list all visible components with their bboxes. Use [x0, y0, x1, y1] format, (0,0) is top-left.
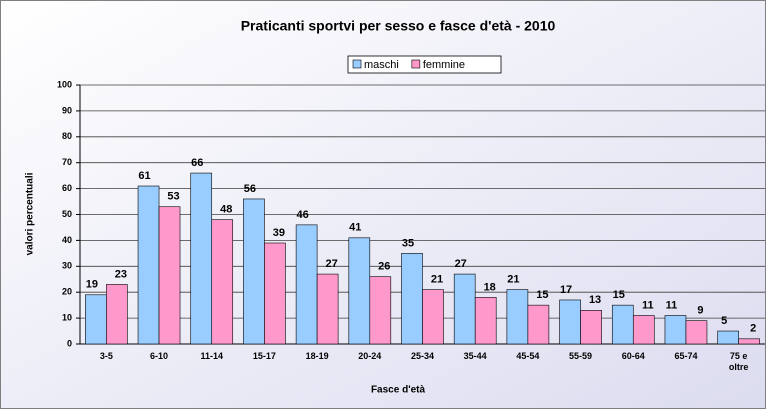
x-tick-label: 65-74 [674, 351, 698, 361]
x-tick-label: 25-34 [410, 351, 435, 361]
bar [316, 273, 339, 345]
data-label: 46 [296, 209, 308, 221]
bar [559, 299, 581, 345]
data-label: 21 [507, 274, 519, 286]
bar [190, 172, 213, 345]
y-tick-label: 80 [62, 131, 72, 141]
bar [348, 237, 371, 345]
data-label: 48 [220, 204, 232, 216]
x-tick-label: 75 e oltre [728, 351, 749, 372]
y-tick-label: 100 [57, 79, 72, 89]
data-label: 11 [666, 299, 678, 311]
bar [474, 297, 497, 345]
y-tick-label: 50 [62, 209, 72, 219]
data-label: 13 [589, 294, 601, 306]
legend-box [347, 55, 502, 74]
bar [369, 276, 392, 345]
bar [264, 242, 286, 345]
bar [580, 310, 602, 345]
data-label: 39 [273, 227, 285, 239]
legend-swatch [352, 59, 362, 69]
bar [243, 198, 265, 345]
bar [611, 304, 634, 345]
legend-swatch [411, 59, 421, 69]
x-tick-label: 15-17 [252, 351, 276, 361]
data-label: 27 [325, 258, 337, 270]
y-tick-label: 30 [62, 261, 72, 271]
x-tick-label: 35-44 [463, 351, 487, 361]
data-label: 61 [138, 170, 150, 182]
y-tick-label: 60 [62, 183, 72, 193]
data-label: 17 [560, 284, 572, 296]
y-tick-label: 40 [62, 235, 72, 245]
x-tick-label: 45-54 [516, 351, 540, 361]
data-label: 21 [431, 274, 443, 286]
data-label: 5 [721, 315, 727, 327]
x-tick-label: 11-14 [200, 351, 223, 361]
data-label: 19 [86, 279, 98, 291]
data-label: 15 [536, 289, 548, 301]
bar [106, 284, 128, 345]
bar [137, 185, 160, 345]
bar [506, 289, 529, 345]
data-label: 15 [613, 289, 625, 301]
bar [527, 304, 550, 345]
bar [738, 338, 760, 345]
legend-label: maschi [364, 59, 399, 71]
data-label: 56 [244, 183, 256, 195]
data-label: 9 [697, 305, 703, 317]
bar [685, 320, 708, 345]
data-label: 18 [484, 281, 496, 293]
data-label: 53 [167, 191, 179, 203]
bar [295, 224, 318, 345]
bar [211, 219, 234, 345]
bar [401, 253, 423, 345]
y-tick-label: 20 [62, 287, 72, 297]
data-label: 2 [750, 323, 756, 335]
chart-title: Praticanti sportvi per sesso e fasce d'e… [241, 18, 556, 34]
x-tick-label: 3-5 [99, 351, 113, 361]
bar [453, 273, 476, 345]
x-tick-label: 18-19 [305, 351, 329, 361]
x-tick-label: 55-59 [569, 351, 593, 361]
bar [632, 315, 655, 345]
y-axis-label: valori percentuali [25, 172, 36, 255]
bar [717, 330, 739, 345]
data-label: 66 [191, 157, 203, 169]
data-label: 41 [349, 222, 361, 234]
bar [664, 315, 687, 345]
x-tick-label: 60-64 [621, 351, 645, 361]
data-label: 35 [402, 237, 414, 249]
data-label: 26 [378, 261, 390, 273]
data-label: 11 [642, 299, 654, 311]
bar [158, 206, 181, 345]
x-tick-label: 20-24 [358, 351, 382, 361]
y-tick-label: 70 [62, 157, 72, 167]
y-tick-label: 10 [62, 312, 72, 322]
legend-label: femmine [423, 59, 465, 71]
y-tick-label: 90 [62, 105, 72, 115]
bar [422, 289, 444, 345]
y-tick-label: 0 [67, 338, 72, 348]
data-label: 27 [455, 258, 467, 270]
bar [85, 294, 107, 345]
x-axis-label: Fasce d'età [371, 385, 426, 396]
data-label: 23 [115, 268, 127, 280]
x-tick-label: 6-10 [150, 351, 169, 361]
